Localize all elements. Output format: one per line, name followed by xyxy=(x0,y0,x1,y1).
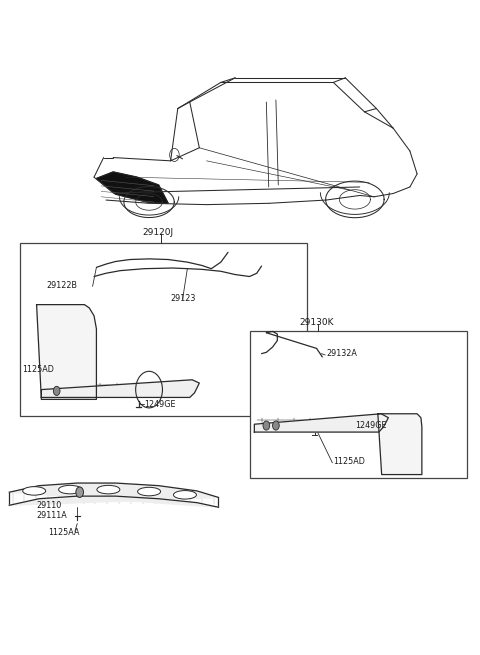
Polygon shape xyxy=(378,414,422,475)
Ellipse shape xyxy=(138,487,160,496)
Text: 29122B: 29122B xyxy=(46,280,77,290)
Text: 29120J: 29120J xyxy=(142,228,173,237)
Polygon shape xyxy=(36,305,96,400)
Ellipse shape xyxy=(173,491,196,499)
Text: 29132A: 29132A xyxy=(326,349,357,358)
Text: 1125AA: 1125AA xyxy=(48,528,80,537)
Circle shape xyxy=(273,421,279,430)
Text: 1125AD: 1125AD xyxy=(333,457,365,466)
Polygon shape xyxy=(41,380,199,398)
Text: 29110: 29110 xyxy=(36,501,62,510)
Text: 29111A: 29111A xyxy=(36,512,67,520)
Circle shape xyxy=(76,487,84,497)
Text: 29123: 29123 xyxy=(170,293,196,303)
Text: 29130K: 29130K xyxy=(300,318,335,327)
Bar xyxy=(250,331,468,478)
Circle shape xyxy=(53,386,60,396)
Ellipse shape xyxy=(97,485,120,494)
Ellipse shape xyxy=(59,485,82,494)
Polygon shape xyxy=(9,483,218,507)
Bar xyxy=(20,242,307,416)
Circle shape xyxy=(263,421,270,430)
Ellipse shape xyxy=(23,487,46,495)
Text: 1249GE: 1249GE xyxy=(355,421,386,430)
Text: 1125AD: 1125AD xyxy=(22,365,54,375)
Text: 1249GE: 1249GE xyxy=(144,400,176,409)
Polygon shape xyxy=(254,414,388,432)
Polygon shape xyxy=(96,172,168,203)
